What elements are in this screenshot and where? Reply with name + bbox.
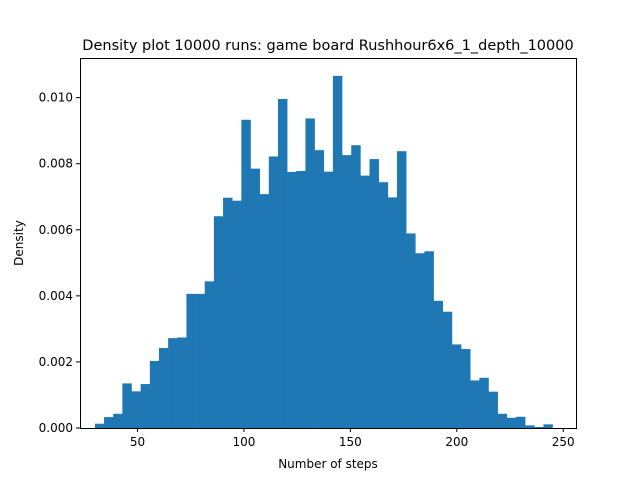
- histogram-bar: [451, 344, 462, 428]
- histogram-bar: [195, 293, 206, 428]
- histogram-bar: [461, 349, 471, 428]
- histogram-bar: [369, 159, 379, 428]
- histogram-bar: [259, 194, 270, 428]
- histogram-bar: [332, 75, 343, 428]
- histogram-bar: [104, 417, 114, 428]
- y-tick-label: 0.004: [39, 289, 73, 303]
- x-tick-label: 250: [552, 435, 575, 449]
- histogram-bar: [506, 417, 517, 428]
- histogram-bar: [177, 337, 187, 428]
- x-tick-label: 200: [445, 435, 468, 449]
- histogram-bars: [94, 75, 553, 429]
- histogram-bar: [534, 427, 544, 428]
- y-tick-label: 0.000: [39, 421, 73, 435]
- x-tick-label: 50: [130, 435, 145, 449]
- histogram-bar: [543, 424, 553, 428]
- x-axis-label: Number of steps: [278, 457, 378, 471]
- histogram-bar: [387, 197, 398, 428]
- histogram-bar: [149, 360, 160, 428]
- histogram-bar: [323, 171, 334, 428]
- histogram-bar: [442, 311, 453, 428]
- y-tick-label: 0.002: [39, 355, 73, 369]
- histogram-bar: [186, 293, 196, 428]
- histogram-bar: [204, 281, 215, 428]
- histogram-bar: [94, 423, 105, 428]
- histogram-bar: [232, 200, 242, 428]
- histogram-bar: [305, 118, 315, 429]
- histogram-bar: [424, 251, 434, 428]
- histogram-bar: [314, 150, 325, 428]
- histogram-bar: [140, 384, 151, 428]
- histogram-bar: [342, 155, 352, 428]
- histogram-bar: [131, 391, 141, 428]
- histogram-bar: [406, 233, 416, 428]
- y-axis-ticks: 0.000 0.002 0.004 0.006 0.008 0.010: [39, 91, 80, 435]
- histogram-bar: [168, 338, 178, 428]
- histogram-bar: [497, 413, 508, 428]
- histogram-bar: [479, 377, 489, 428]
- y-axis-label: Density: [12, 220, 26, 266]
- histogram-bar: [113, 413, 123, 428]
- histogram-bar: [415, 253, 425, 428]
- histogram-bar: [213, 216, 224, 428]
- histogram-bar: [122, 383, 132, 428]
- histogram-bar: [287, 171, 297, 429]
- histogram-bar: [241, 119, 251, 428]
- x-tick-label: 150: [339, 435, 362, 449]
- y-tick-label: 0.010: [39, 91, 73, 105]
- histogram-bar: [250, 168, 260, 428]
- histogram-bar: [470, 380, 480, 428]
- histogram-bar: [296, 170, 306, 428]
- histogram-bar: [268, 156, 279, 429]
- histogram-bar: [351, 145, 361, 428]
- histogram-bar: [515, 416, 526, 428]
- histogram-bar: [360, 175, 370, 428]
- histogram-bar: [396, 151, 407, 429]
- plot-frame: [80, 58, 577, 429]
- x-tick-label: 100: [232, 435, 255, 449]
- histogram-bar: [433, 300, 444, 428]
- y-tick-label: 0.006: [39, 223, 73, 237]
- histogram-bar: [277, 98, 288, 428]
- histogram-bar: [158, 348, 169, 428]
- histogram-bar: [223, 197, 233, 428]
- histogram-bar: [525, 425, 535, 428]
- y-tick-label: 0.008: [39, 157, 73, 171]
- x-axis-ticks: 50 100 150 200 250: [130, 428, 575, 449]
- histogram-bar: [488, 391, 498, 428]
- chart-title: Density plot 10000 runs: game board Rush…: [82, 38, 573, 54]
- histogram-bar: [378, 182, 389, 428]
